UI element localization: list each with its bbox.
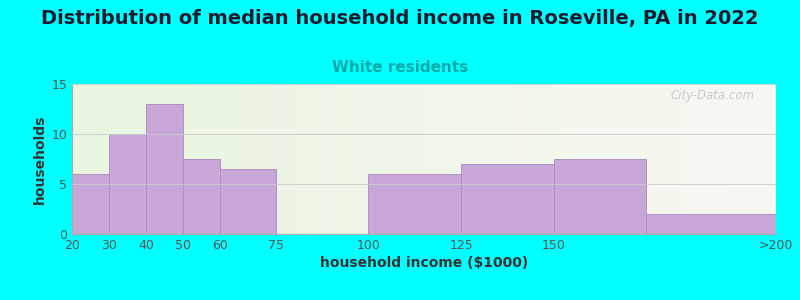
Bar [183,159,220,234]
Bar [461,164,554,234]
Bar [220,169,276,234]
Bar [72,174,109,234]
Bar [554,159,646,234]
Bar [109,134,146,234]
Text: Distribution of median household income in Roseville, PA in 2022: Distribution of median household income … [41,9,759,28]
X-axis label: household income ($1000): household income ($1000) [320,256,528,270]
Y-axis label: households: households [33,114,47,204]
Text: White residents: White residents [332,60,468,75]
Bar [646,214,776,234]
Bar [146,104,183,234]
Bar [369,174,461,234]
Text: City-Data.com: City-Data.com [670,88,755,101]
